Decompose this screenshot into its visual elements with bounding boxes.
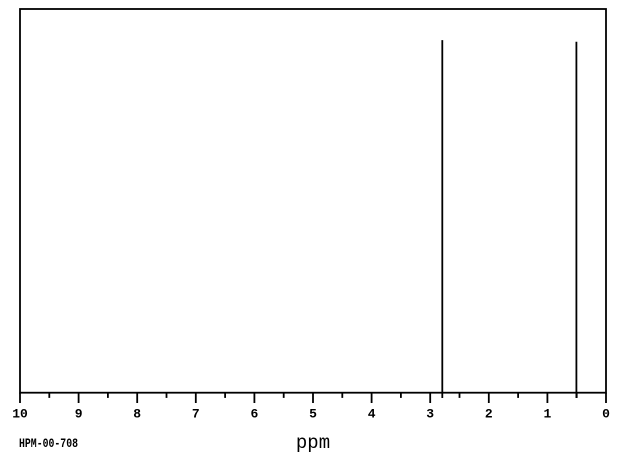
svg-text:7: 7 xyxy=(192,407,200,422)
svg-text:HPM-00-708: HPM-00-708 xyxy=(19,437,78,451)
svg-text:3: 3 xyxy=(426,407,434,422)
svg-text:9: 9 xyxy=(75,407,83,422)
svg-text:5: 5 xyxy=(309,407,317,422)
svg-text:ppm: ppm xyxy=(296,432,330,454)
svg-text:10: 10 xyxy=(12,407,28,422)
svg-text:8: 8 xyxy=(133,407,141,422)
svg-text:6: 6 xyxy=(250,407,258,422)
svg-text:1: 1 xyxy=(543,407,551,422)
svg-text:0: 0 xyxy=(602,407,610,422)
svg-text:2: 2 xyxy=(485,407,493,422)
svg-text:4: 4 xyxy=(368,407,376,422)
